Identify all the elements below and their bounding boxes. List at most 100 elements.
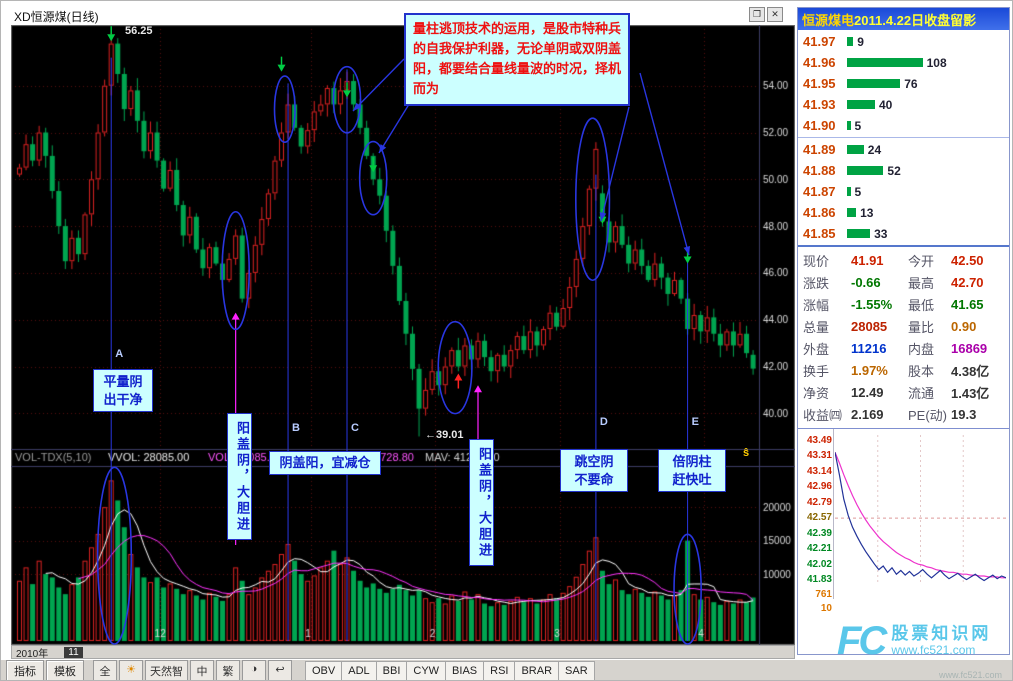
indicator-tab-adl[interactable]: ADL bbox=[342, 661, 377, 680]
note-yang-covers-yin-2: 阳盖阴，大胆进 bbox=[469, 439, 494, 566]
indicator-tab-obv[interactable]: OBV bbox=[305, 661, 343, 680]
sell-level-row[interactable]: 41.90 5 bbox=[798, 115, 1009, 136]
buy-level-row[interactable]: 41.88 52 bbox=[798, 160, 1009, 181]
toolbar-tab-1[interactable]: 模板 bbox=[46, 660, 84, 680]
mini-extra-label: 10 bbox=[820, 603, 832, 614]
stat-label: 最低 bbox=[908, 297, 935, 313]
stat-label: 外盘 bbox=[803, 341, 830, 357]
level-volume-bar bbox=[847, 37, 854, 46]
toolbar-tool-4[interactable]: 繁 bbox=[216, 660, 240, 680]
toolbar-tool-6[interactable]: ↩ bbox=[268, 660, 292, 680]
indicator-tab-sar[interactable]: SAR bbox=[559, 661, 595, 680]
level-qty: 5 bbox=[854, 118, 862, 133]
mini-axis-label: 42.57 bbox=[806, 512, 832, 524]
stat-value: 2.169 bbox=[851, 406, 884, 422]
buy-level-row[interactable]: 41.85 33 bbox=[798, 223, 1009, 244]
stat-value: 16869 bbox=[951, 340, 988, 356]
restore-icon[interactable]: ❐ bbox=[749, 7, 765, 22]
stat-label: 流通 bbox=[908, 385, 935, 401]
stat-value: 19.3 bbox=[951, 406, 977, 422]
mini-chart-axis-divider bbox=[833, 429, 834, 599]
level-volume-bar bbox=[847, 121, 851, 130]
level-qty: 108 bbox=[926, 55, 947, 70]
level-price: 41.96 bbox=[803, 55, 836, 70]
note-volume-top-escape-technique: 量柱逃顶技术的运用，是股市特种兵的自我保护利器，无论单阴或双阴盖阳，都要结合量线… bbox=[404, 13, 630, 106]
stat-label: 收益㈣ bbox=[803, 407, 843, 423]
stat-label: 涨幅 bbox=[803, 297, 830, 313]
level-volume-bar bbox=[847, 145, 864, 154]
stat-value: -0.66 bbox=[851, 274, 881, 290]
intraday-mini-chart[interactable]: 43.49 43.31 43.14 42.96 42.79 42.57 42.39 42.21… bbox=[798, 428, 1009, 655]
level-volume-bar bbox=[847, 100, 875, 109]
stat-value: 4.38亿 bbox=[951, 363, 990, 379]
level-volume-bar bbox=[847, 208, 857, 217]
sell-level-row[interactable]: 41.95 76 bbox=[798, 73, 1009, 94]
indicator-tab-rsi[interactable]: RSI bbox=[484, 661, 516, 680]
stat-row: 外盘 11216 内盘 16869 bbox=[798, 337, 1009, 359]
mini-axis-label: 41.83 bbox=[806, 573, 832, 585]
indicator-tab-bias[interactable]: BIAS bbox=[446, 661, 485, 680]
note-gap-down: 跳空阴 不要命 bbox=[560, 449, 628, 493]
level-qty: 13 bbox=[860, 205, 874, 220]
month-chip: 11 bbox=[64, 646, 83, 658]
level-volume-bar bbox=[847, 166, 884, 175]
mini-axis-label: 43.31 bbox=[806, 450, 832, 462]
toolbar-tool-0[interactable]: 全 bbox=[93, 660, 117, 680]
stat-value: 28085 bbox=[851, 318, 888, 334]
window-controls: ❐ ✕ bbox=[749, 7, 783, 22]
buy-level-row[interactable]: 41.87 5 bbox=[798, 181, 1009, 202]
sell-level-row[interactable]: 41.93 40 bbox=[798, 94, 1009, 115]
watermark-site-name: 股票知识网 bbox=[891, 624, 992, 644]
stat-row: 收益㈣ 2.169 PE(动) 19.3 bbox=[798, 403, 1009, 425]
indicator-tab-bbi[interactable]: BBI bbox=[376, 661, 408, 680]
mini-axis-label: 42.79 bbox=[806, 496, 832, 508]
toolbar-tool-5[interactable]: ◑ bbox=[242, 660, 266, 680]
toolbar-tab-0[interactable]: 指标 bbox=[6, 660, 44, 680]
snapshot-date-label: 2011.4.22日收盘留影 bbox=[854, 12, 977, 28]
toolbar-tool-1[interactable]: ☀ bbox=[119, 660, 143, 680]
stat-label: 股本 bbox=[908, 363, 935, 379]
stat-row: 总量 28085 量比 0.90 bbox=[798, 315, 1009, 337]
stat-value: 42.50 bbox=[951, 252, 984, 268]
level-price: 41.87 bbox=[803, 184, 836, 199]
mini-axis-label: 43.49 bbox=[806, 435, 832, 446]
stat-row: 现价 41.91 今开 42.50 bbox=[798, 249, 1009, 271]
stat-row: 净资 12.49 流通 1.43亿 bbox=[798, 381, 1009, 403]
candlestick-volume-canvas[interactable] bbox=[11, 25, 795, 645]
bottom-toolbar: 指标 模板 全 ☀ 天然智中繁 ◑ ↩ OBV ADL BBI CYW BIAS RSI BRAR SA… bbox=[1, 659, 1012, 680]
buy-level-row[interactable]: 41.89 24 bbox=[798, 139, 1009, 160]
toolbar-tool-3[interactable]: 中 bbox=[190, 660, 214, 680]
level-price: 41.85 bbox=[803, 226, 836, 241]
stat-value: 42.70 bbox=[951, 274, 984, 290]
sell-level-row[interactable]: 41.96 108 bbox=[798, 52, 1009, 73]
watermark-faint-url: www.fc521.com bbox=[939, 670, 1003, 680]
note-yin-covers-yang: 阴盖阳，宜减仓 bbox=[269, 451, 381, 475]
close-icon[interactable]: ✕ bbox=[767, 7, 783, 22]
mini-chart-price-axis: 43.49 43.31 43.14 42.96 42.79 42.57 42.39 42.21… bbox=[800, 435, 832, 585]
watermark-url: www.fc521.com bbox=[891, 642, 976, 657]
mini-axis-label: 43.14 bbox=[806, 465, 832, 477]
sell-level-row[interactable]: 41.97 9 bbox=[798, 31, 1009, 52]
mini-extra-label: 761 bbox=[815, 589, 832, 600]
stat-row: 换手 1.97% 股本 4.38亿 bbox=[798, 359, 1009, 381]
note-flat-volume: 平量阴 出干净 bbox=[93, 369, 153, 413]
indicator-tab-brar[interactable]: BRAR bbox=[515, 661, 560, 680]
stat-label: 量比 bbox=[908, 319, 935, 335]
stat-value: 41.65 bbox=[951, 296, 984, 312]
level-price: 41.95 bbox=[803, 76, 836, 91]
level-qty: 24 bbox=[867, 142, 882, 157]
indicator-tab-cyw[interactable]: CYW bbox=[407, 661, 447, 680]
toolbar-tool-2[interactable]: 天然智 bbox=[145, 660, 188, 680]
note-yang-covers-yin-1: 阳盖阴，大胆进 bbox=[227, 413, 252, 540]
stat-value: 12.49 bbox=[851, 384, 884, 400]
level-qty: 9 bbox=[857, 34, 864, 49]
buy-level-row[interactable]: 41.86 13 bbox=[798, 202, 1009, 223]
stat-label: 总量 bbox=[803, 319, 830, 335]
stat-label: PE(动) bbox=[908, 407, 948, 423]
level-price: 41.97 bbox=[803, 34, 836, 49]
chart-window-title: XD恒源煤(日线) bbox=[14, 10, 99, 24]
level-qty: 76 bbox=[904, 76, 918, 91]
level-qty: 40 bbox=[879, 97, 893, 112]
level-qty: 5 bbox=[854, 184, 862, 199]
